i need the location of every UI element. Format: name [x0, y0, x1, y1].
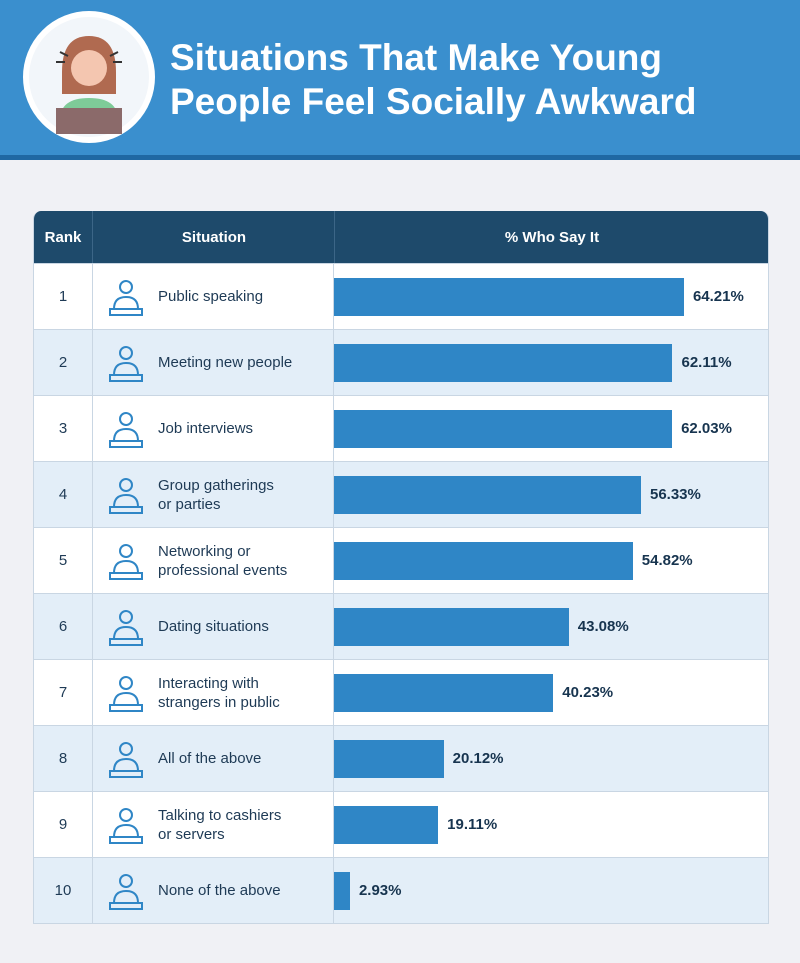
bar	[334, 410, 673, 448]
value-label: 62.11%	[681, 354, 732, 371]
rank: 10	[54, 882, 72, 899]
column-divider	[92, 792, 93, 857]
value-label: 64.21%	[692, 288, 744, 305]
table-row: 10 None of the above 2.93%	[34, 857, 768, 923]
table-row: 4 Group gatherings or parties 56.33%	[34, 461, 768, 527]
table: Rank Situation% Who Say It 1 Public speakin…	[33, 211, 769, 924]
row-icon	[109, 280, 143, 316]
value-label: 54.82%	[641, 552, 693, 569]
value-label: 56.33%	[649, 486, 701, 503]
row-icon	[109, 874, 143, 910]
bar	[334, 344, 673, 382]
bar	[334, 674, 554, 712]
value-label: 20.12%	[452, 750, 504, 767]
value-label: 2.93%	[358, 882, 402, 899]
column-divider	[333, 726, 334, 791]
situation: Group gatherings or parties	[158, 476, 274, 513]
column-header: Situation	[92, 211, 335, 263]
situation: Dating situations	[158, 618, 269, 635]
table-row: 6 Dating situations 43.08%	[34, 593, 768, 659]
column-divider	[92, 396, 93, 461]
rank: 7	[58, 684, 68, 701]
column-divider	[333, 396, 334, 461]
value-label: 43.08%	[577, 618, 629, 635]
column-divider	[333, 330, 334, 395]
row-icon	[109, 610, 143, 646]
row-icon	[109, 346, 143, 382]
column-divider	[92, 594, 93, 659]
table-row: 1 Public speaking 64.21%	[34, 263, 768, 329]
column-divider	[92, 858, 93, 923]
column-divider	[333, 462, 334, 527]
value-label: 62.03%	[681, 420, 732, 437]
column-divider	[333, 792, 334, 857]
column-divider	[92, 330, 93, 395]
rank: 1	[58, 288, 68, 305]
rank: 3	[58, 420, 68, 437]
situation: Job interviews	[158, 420, 254, 437]
column-header: Rank	[34, 211, 92, 263]
column-divider	[333, 858, 334, 923]
rank: 6	[58, 618, 68, 635]
situation: All of the above	[158, 750, 262, 767]
bar	[334, 542, 633, 580]
column-divider	[333, 594, 334, 659]
column-divider	[92, 462, 93, 527]
column-divider	[333, 528, 334, 593]
column-divider	[92, 726, 93, 791]
table-row: 7 Interacting with strangers in public 40.…	[34, 659, 768, 725]
row-icon	[109, 676, 143, 712]
situation: Meeting new people	[158, 354, 293, 371]
column-divider	[92, 660, 93, 725]
rank: 2	[58, 354, 68, 371]
column-divider	[92, 264, 93, 329]
header-avatar	[23, 11, 155, 143]
rank: 4	[58, 486, 68, 503]
bar	[334, 476, 641, 514]
value-label: 40.23%	[562, 684, 614, 701]
row-icon	[109, 742, 143, 778]
column-divider	[333, 660, 334, 725]
row-icon	[109, 544, 143, 580]
table-row: 3 Job interviews 62.03%	[34, 395, 768, 461]
column-divider	[333, 264, 334, 329]
column-header: % Who Say It	[334, 211, 768, 263]
rank: 5	[58, 552, 68, 569]
table-row: 8 All of the above 20.12%	[34, 725, 768, 791]
rank: 8	[58, 750, 68, 767]
value-label: 19.11%	[447, 816, 498, 833]
rank: 9	[58, 816, 68, 833]
situation: None of the above	[158, 882, 281, 899]
table-row: 5 Networking or professional events 54.82%	[34, 527, 768, 593]
row-icon	[109, 412, 143, 448]
bar	[334, 740, 444, 778]
table-row: 9 Talking to cashiers or servers 19.11%	[34, 791, 768, 857]
column-divider	[92, 528, 93, 593]
row-icon	[109, 478, 143, 514]
bar	[334, 278, 684, 316]
bar	[334, 608, 569, 646]
chart-title: Situations That Make Young People Feel S…	[170, 37, 697, 122]
bar	[334, 806, 439, 844]
row-icon	[109, 808, 143, 844]
table-row: 2 Meeting new people 62.11%	[34, 329, 768, 395]
situation: Interacting with strangers in public	[158, 674, 280, 711]
situation: Talking to cashiers or servers	[158, 806, 282, 843]
situation: Public speaking	[158, 288, 264, 305]
situation: Networking or professional events	[158, 542, 288, 579]
bar	[334, 872, 350, 910]
